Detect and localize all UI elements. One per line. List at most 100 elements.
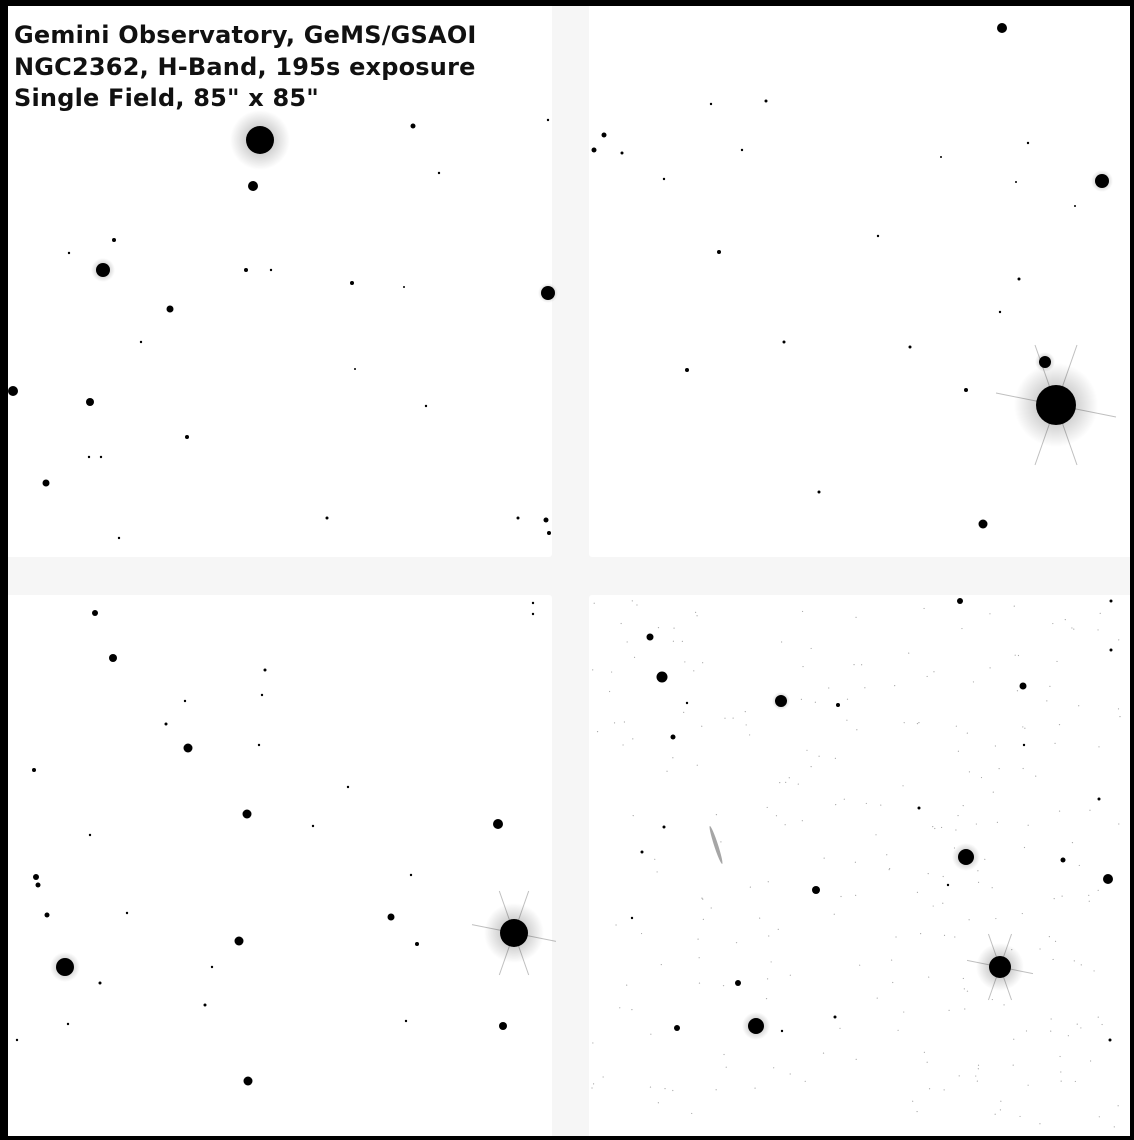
noise-speck bbox=[972, 681, 975, 683]
star bbox=[546, 118, 550, 122]
star bbox=[42, 479, 50, 487]
noise-speck bbox=[789, 1073, 791, 1075]
star bbox=[246, 126, 274, 154]
star bbox=[117, 536, 121, 540]
star bbox=[674, 1025, 680, 1031]
noise-speck bbox=[835, 804, 837, 806]
noise-speck bbox=[626, 641, 628, 643]
star bbox=[717, 250, 721, 254]
noise-speck bbox=[1049, 685, 1051, 687]
noise-speck bbox=[839, 1027, 841, 1029]
noise-speck bbox=[723, 1053, 725, 1056]
star bbox=[346, 785, 350, 789]
noise-speck bbox=[701, 897, 703, 899]
star bbox=[499, 1022, 507, 1030]
star bbox=[1097, 797, 1101, 801]
noise-speck bbox=[777, 928, 779, 931]
noise-speck bbox=[1097, 1016, 1099, 1018]
noise-speck bbox=[1052, 622, 1054, 625]
star bbox=[415, 942, 419, 946]
star bbox=[1017, 277, 1021, 281]
noise-speck bbox=[942, 902, 944, 904]
star bbox=[940, 156, 942, 158]
noise-speck bbox=[673, 627, 675, 629]
detector-chip-top-left bbox=[8, 6, 552, 557]
noise-speck bbox=[626, 984, 628, 986]
star bbox=[1103, 874, 1113, 884]
noise-speck bbox=[620, 622, 622, 625]
noise-speck bbox=[657, 627, 660, 629]
noise-speck bbox=[649, 1086, 652, 1088]
star bbox=[1060, 857, 1066, 863]
noise-speck bbox=[876, 997, 878, 999]
star bbox=[735, 980, 741, 986]
noise-speck bbox=[977, 870, 979, 872]
noise-speck bbox=[788, 777, 790, 779]
noise-speck bbox=[948, 1009, 950, 1012]
noise-speck bbox=[994, 745, 996, 747]
noise-speck bbox=[1080, 1027, 1082, 1029]
noise-speck bbox=[1054, 742, 1056, 745]
noise-speck bbox=[650, 1033, 652, 1035]
noise-speck bbox=[928, 1088, 931, 1090]
noise-speck bbox=[766, 806, 768, 809]
noise-speck bbox=[855, 616, 857, 618]
noise-speck bbox=[1046, 700, 1048, 702]
star bbox=[203, 1003, 207, 1007]
noise-speck bbox=[722, 985, 725, 987]
noise-speck bbox=[1117, 1105, 1119, 1107]
star bbox=[109, 654, 117, 662]
noise-speck bbox=[766, 978, 769, 980]
noise-speck bbox=[1013, 605, 1015, 607]
star bbox=[833, 1015, 837, 1019]
noise-speck bbox=[958, 1075, 960, 1077]
noise-speck bbox=[779, 782, 781, 784]
noise-speck bbox=[846, 719, 848, 721]
noise-speck bbox=[880, 804, 882, 806]
noise-speck bbox=[964, 1008, 966, 1010]
noise-speck bbox=[744, 710, 746, 713]
star bbox=[125, 911, 129, 915]
noise-speck bbox=[1060, 1080, 1062, 1082]
noise-speck bbox=[856, 729, 858, 731]
star bbox=[946, 883, 950, 887]
star bbox=[66, 1022, 70, 1026]
noise-speck bbox=[702, 898, 704, 900]
noise-speck bbox=[611, 671, 613, 673]
star bbox=[244, 268, 248, 272]
noise-speck bbox=[1012, 1064, 1014, 1066]
noise-speck bbox=[989, 667, 991, 669]
noise-speck bbox=[968, 771, 971, 773]
star bbox=[243, 1076, 253, 1086]
noise-speck bbox=[1052, 958, 1054, 961]
noise-speck bbox=[681, 640, 683, 642]
noise-speck bbox=[1088, 894, 1090, 897]
noise-speck bbox=[695, 611, 697, 613]
star bbox=[516, 516, 520, 520]
noise-speck bbox=[1025, 1030, 1028, 1032]
noise-speck bbox=[942, 875, 944, 878]
noise-speck bbox=[804, 1080, 806, 1082]
noise-speck bbox=[773, 1067, 775, 1069]
star bbox=[387, 913, 395, 921]
noise-speck bbox=[735, 942, 738, 944]
noise-speck bbox=[701, 725, 703, 727]
noise-speck bbox=[903, 1011, 905, 1013]
star bbox=[964, 388, 968, 392]
noise-speck bbox=[770, 961, 772, 963]
noise-speck bbox=[989, 613, 991, 615]
star bbox=[531, 601, 535, 605]
star bbox=[112, 238, 116, 242]
noise-speck bbox=[902, 785, 904, 787]
noise-speck bbox=[996, 821, 998, 823]
star bbox=[166, 305, 174, 313]
star bbox=[242, 809, 252, 819]
star bbox=[183, 743, 193, 753]
noise-speck bbox=[855, 894, 857, 897]
noise-speck bbox=[1101, 1023, 1103, 1026]
noise-speck bbox=[1073, 960, 1075, 962]
noise-speck bbox=[768, 935, 770, 937]
noise-speck bbox=[1119, 716, 1121, 718]
noise-speck bbox=[1061, 895, 1063, 897]
